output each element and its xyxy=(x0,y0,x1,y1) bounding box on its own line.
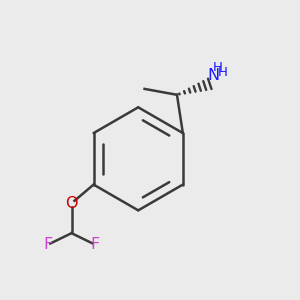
Text: H: H xyxy=(218,66,227,79)
Text: H: H xyxy=(213,61,223,74)
Text: O: O xyxy=(65,196,78,211)
Text: F: F xyxy=(90,238,100,253)
Text: N: N xyxy=(208,68,220,83)
Text: F: F xyxy=(43,238,52,253)
